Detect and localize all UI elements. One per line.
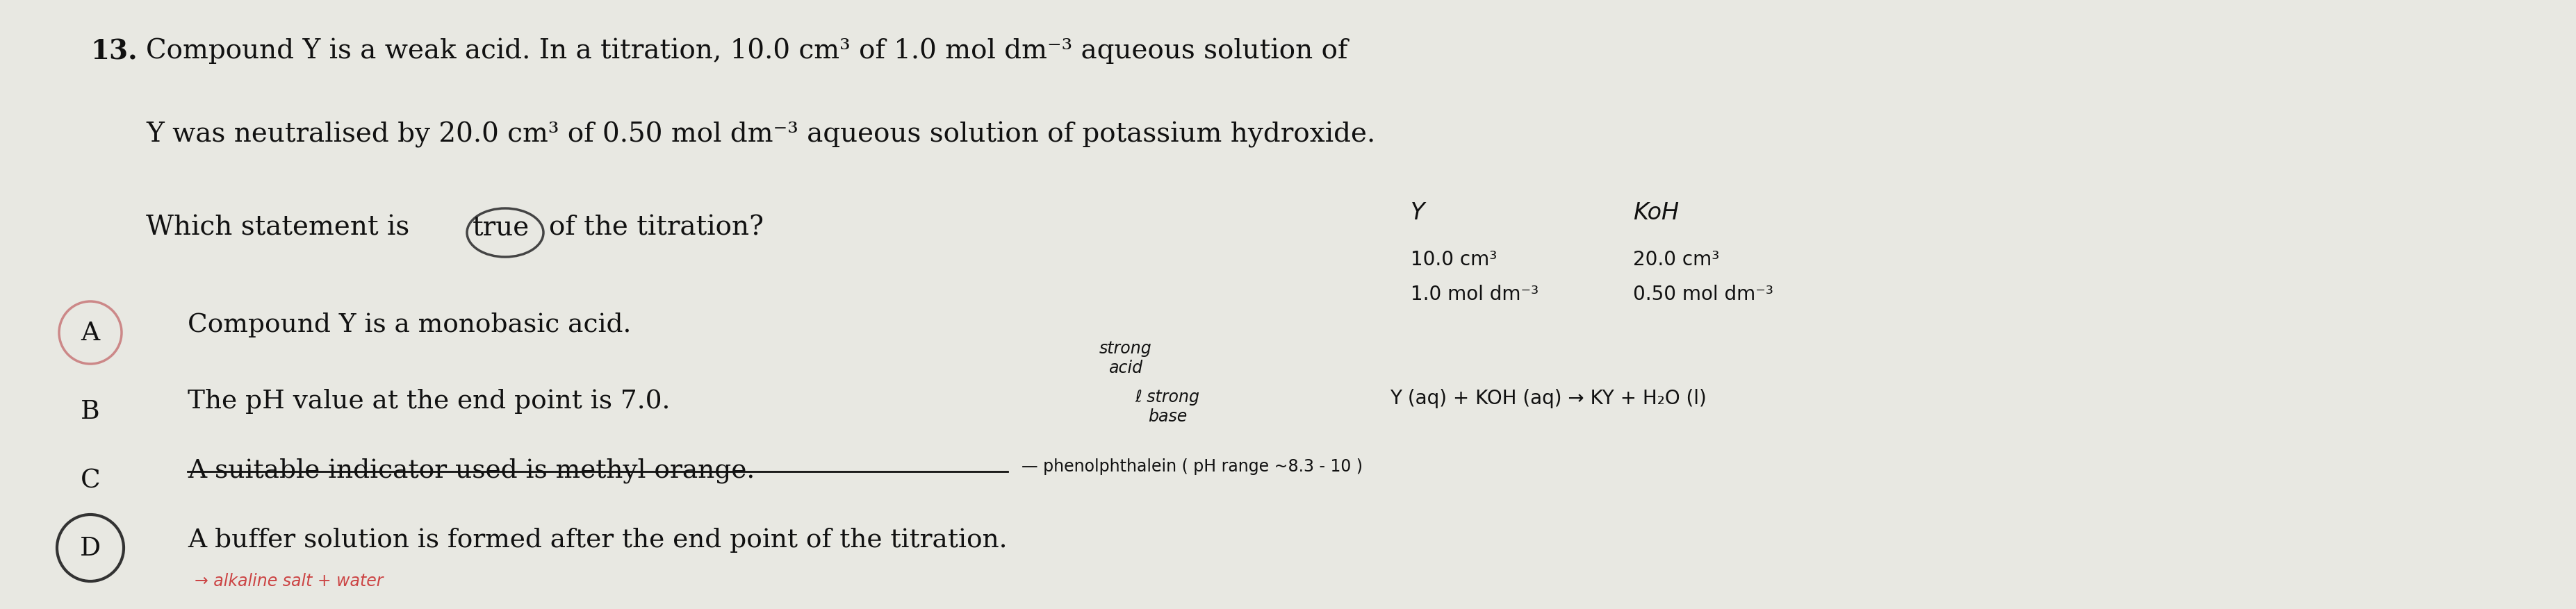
Text: 1.0 mol dm⁻³: 1.0 mol dm⁻³ [1412, 284, 1538, 304]
Text: → alkaline salt + water: → alkaline salt + water [196, 572, 384, 589]
Text: C: C [80, 468, 100, 493]
Text: ℓ strong
base: ℓ strong base [1136, 389, 1200, 424]
Text: Y (aq) + KOH (aq) → KY + H₂O (l): Y (aq) + KOH (aq) → KY + H₂O (l) [1391, 389, 1705, 408]
Text: of the titration?: of the titration? [549, 215, 762, 241]
Text: Compound Y is a monobasic acid.: Compound Y is a monobasic acid. [188, 312, 631, 337]
Text: 13.: 13. [90, 38, 137, 65]
Text: Y was neutralised by 20.0 cm³ of 0.50 mol dm⁻³ aqueous solution of potassium hyd: Y was neutralised by 20.0 cm³ of 0.50 mo… [147, 121, 1376, 148]
Text: Compound Y is a weak acid. In a titration, 10.0 cm³ of 1.0 mol dm⁻³ aqueous solu: Compound Y is a weak acid. In a titratio… [147, 38, 1347, 64]
Text: Which statement is: Which statement is [147, 215, 410, 241]
Text: D: D [80, 535, 100, 560]
Text: 0.50 mol dm⁻³: 0.50 mol dm⁻³ [1633, 284, 1772, 304]
Text: The pH value at the end point is 7.0.: The pH value at the end point is 7.0. [188, 389, 670, 414]
Text: A suitable indicator used is methyl orange.: A suitable indicator used is methyl oran… [188, 458, 755, 483]
Text: Y: Y [1412, 201, 1425, 224]
Text: A buffer solution is formed after the end point of the titration.: A buffer solution is formed after the en… [188, 527, 1007, 552]
Text: A: A [80, 320, 100, 345]
Text: true: true [471, 215, 531, 241]
Text: — phenolphthalein ( pH range ~8.3 - 10 ): — phenolphthalein ( pH range ~8.3 - 10 ) [1023, 458, 1363, 474]
Text: B: B [80, 399, 100, 424]
Text: 20.0 cm³: 20.0 cm³ [1633, 250, 1718, 269]
Text: KoH: KoH [1633, 201, 1680, 224]
Text: 10.0 cm³: 10.0 cm³ [1412, 250, 1497, 269]
Text: strong
acid: strong acid [1100, 340, 1151, 376]
